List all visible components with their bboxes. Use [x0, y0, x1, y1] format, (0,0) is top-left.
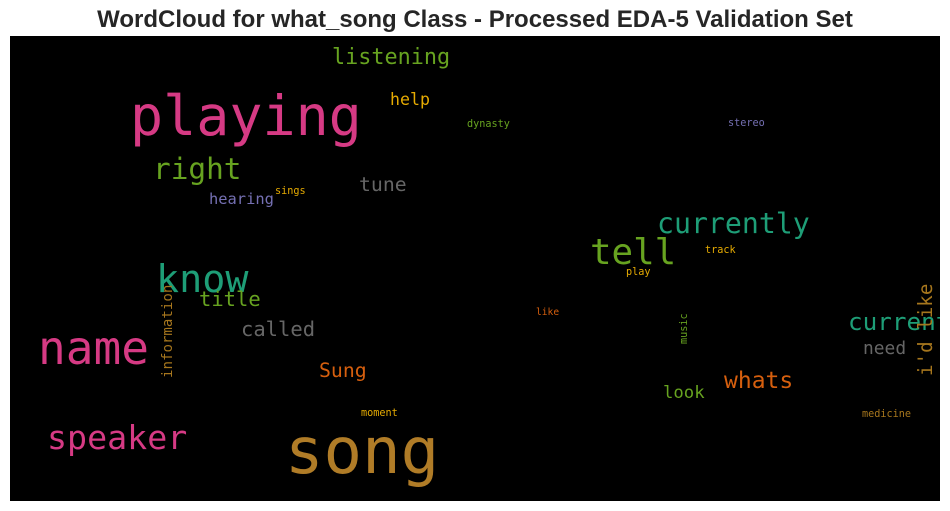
word-look: look [663, 383, 705, 403]
word-listening: listening [332, 45, 450, 70]
word-hearing: hearing [209, 190, 274, 208]
word-currently: currently [657, 207, 810, 240]
word-medicine: medicine [862, 409, 911, 420]
word-speaker: speaker [47, 418, 187, 457]
word-music: music [679, 313, 690, 344]
word-tell: tell [590, 232, 676, 273]
word-playing: playing [130, 84, 362, 148]
chart-title: WordCloud for what_song Class - Processe… [97, 6, 853, 33]
word-play: play [626, 267, 651, 278]
word-track: track [705, 245, 736, 256]
word-know: know [156, 257, 249, 302]
word-information: information [160, 285, 176, 378]
word-sung: Sung [319, 359, 367, 382]
word-dynasty: dynasty [467, 119, 510, 130]
word-sings: sings [275, 186, 306, 197]
word-name: name [38, 321, 149, 375]
word-called: called [241, 317, 315, 341]
word-like: like [536, 307, 559, 318]
word-whats: whats [724, 368, 793, 394]
word-tune: tune [359, 173, 407, 196]
word-stereo: stereo [728, 118, 765, 129]
word-current: current [848, 307, 940, 336]
word-moment: moment [361, 408, 398, 419]
word-i-d-like: i'd like [914, 284, 937, 376]
word-need: need [863, 338, 906, 359]
wordcloud-canvas: song playing name know tell speaker right curre… [10, 36, 940, 501]
word-song: song [285, 415, 439, 489]
word-right: right [153, 152, 241, 186]
word-title: title [199, 287, 261, 311]
word-help: help [390, 90, 430, 109]
